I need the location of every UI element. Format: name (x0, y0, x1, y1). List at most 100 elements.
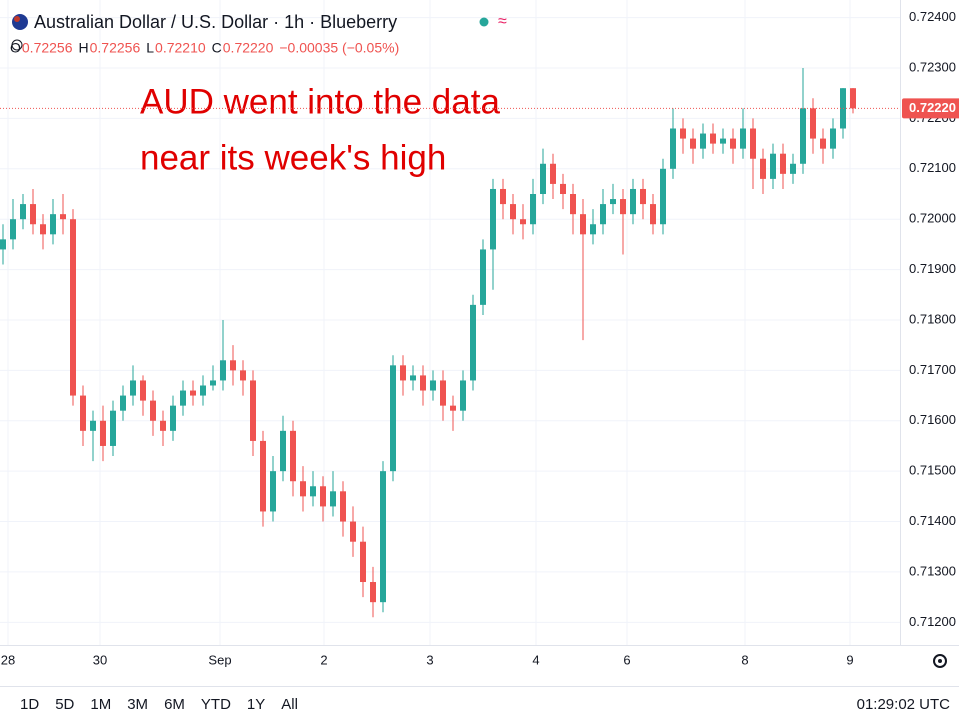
candle-body (570, 194, 576, 215)
annotation: AUD went into the data (140, 82, 500, 121)
candle-body (610, 199, 616, 205)
candle-body (370, 582, 376, 603)
flag-icon (14, 16, 20, 22)
last-price-tag (902, 98, 959, 119)
candle-body (550, 163, 556, 184)
candle-body (520, 219, 526, 225)
candle-body (740, 128, 746, 149)
range-button[interactable]: YTD (201, 696, 231, 713)
candle-body (80, 395, 86, 431)
candle-body (280, 430, 286, 472)
y-tick-label: 0.71500 (909, 463, 956, 478)
legend-value: 0.72210 (155, 40, 206, 56)
candle-body (20, 204, 26, 220)
candle-body (320, 486, 326, 507)
candle-body (100, 420, 106, 446)
flag-icon (11, 39, 23, 51)
range-button[interactable]: 1D (20, 696, 39, 713)
candle-body (650, 204, 656, 225)
annotation: near its week's high (140, 138, 446, 177)
range-button[interactable]: 3M (127, 696, 148, 713)
candle-body (30, 204, 36, 225)
candle-body (790, 163, 796, 174)
x-tick-label: 8 (741, 652, 748, 667)
candle-body (220, 360, 226, 381)
y-tick-label: 0.71700 (909, 362, 956, 377)
legend-key: O (10, 40, 21, 56)
candle-body (190, 390, 196, 396)
candle-body (850, 88, 856, 109)
candle-body (500, 188, 506, 205)
candle-body (180, 390, 186, 406)
range-button[interactable]: 1Y (247, 696, 265, 713)
settings-icon[interactable] (933, 654, 947, 668)
range-button[interactable]: All (281, 696, 298, 713)
candle-body (70, 219, 76, 396)
candle-body (160, 420, 166, 431)
candle-body (130, 380, 136, 396)
candle-body (730, 138, 736, 149)
candle-body (270, 471, 276, 512)
candle-body (780, 153, 786, 174)
candle-body (580, 214, 586, 235)
range-button[interactable]: 6M (164, 696, 185, 713)
candle-body (770, 153, 776, 179)
candle-body (460, 380, 466, 411)
y-tick-label: 0.72000 (909, 211, 956, 226)
candle-body (170, 405, 176, 431)
ohlc-legend: O 0.72256 H 0.72256 L 0.72210 C 0.72220 −0.00035… (10, 40, 399, 56)
candle-body (400, 365, 406, 381)
candle-body (660, 168, 666, 225)
x-tick-label: 4 (532, 652, 539, 667)
x-tick-label: 28 (1, 652, 15, 667)
candle-body (140, 380, 146, 401)
status-dot (479, 17, 489, 27)
candle-body (0, 239, 6, 250)
candle-body (440, 380, 446, 406)
candle-body (50, 214, 56, 235)
candle-body (630, 188, 636, 215)
y-tick-label: 0.72300 (909, 59, 956, 74)
x-tick-label: 3 (426, 652, 433, 667)
candle-body (820, 138, 826, 149)
candle-body (750, 128, 756, 159)
legend-change: −0.00035 (−0.05%) (279, 40, 399, 56)
range-button[interactable]: 5D (55, 696, 74, 713)
candle-body (300, 481, 306, 497)
candle-body (720, 138, 726, 144)
candle-body (680, 128, 686, 139)
y-tick-label: 0.72100 (909, 160, 956, 175)
candle-body (90, 420, 96, 431)
candle-body (470, 304, 476, 381)
legend-key: C (212, 40, 222, 56)
candle-body (410, 375, 416, 381)
candle-body (670, 128, 676, 169)
candle-body (480, 249, 486, 305)
candle-body (110, 410, 116, 446)
y-tick-label: 0.71400 (909, 513, 956, 528)
candle-body (120, 395, 126, 411)
grid (0, 0, 900, 645)
candle-body (540, 163, 546, 195)
candle-body (150, 400, 156, 421)
candle-body (640, 188, 646, 205)
candle-body (200, 385, 206, 396)
x-tick-label: 9 (846, 652, 853, 667)
candle-body (810, 108, 816, 139)
legend-key: L (146, 40, 154, 56)
clock: 01:29:02 UTC (857, 696, 951, 713)
candle-body (530, 194, 536, 225)
candle-body (240, 370, 246, 381)
candle-body (800, 108, 806, 164)
legend-value: 0.72220 (223, 40, 274, 56)
range-button[interactable]: 1M (90, 696, 111, 713)
candle-body (60, 214, 66, 220)
candle-body (560, 183, 566, 195)
candle-body (360, 541, 366, 583)
y-tick-label: 0.71200 (909, 614, 956, 629)
legend-value: 0.72256 (22, 40, 73, 56)
candle-body (700, 133, 706, 149)
